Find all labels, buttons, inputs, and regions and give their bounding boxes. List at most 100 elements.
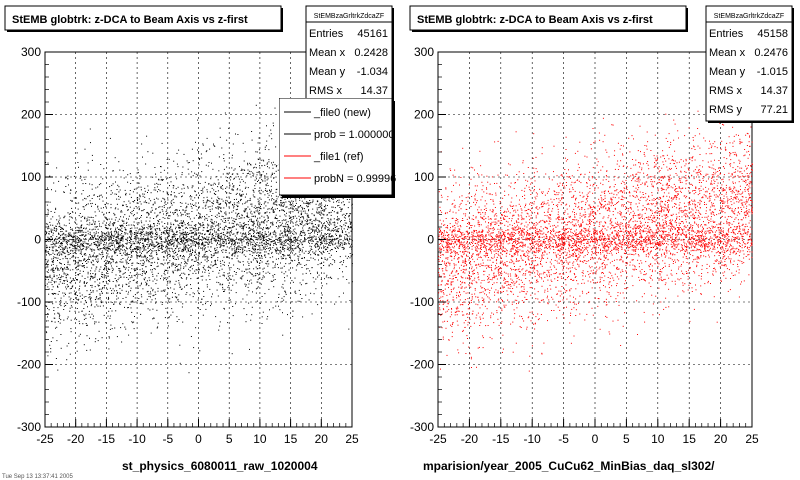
data-point [163, 279, 164, 281]
data-point [203, 248, 205, 250]
data-point [258, 200, 260, 202]
data-point [314, 259, 316, 261]
data-point [123, 245, 125, 247]
data-point [79, 281, 81, 283]
data-point [320, 234, 322, 236]
data-point [278, 225, 280, 227]
data-point [180, 267, 182, 269]
data-point [183, 239, 185, 241]
data-point [192, 236, 194, 238]
data-point [61, 242, 63, 244]
data-point [225, 243, 227, 245]
data-point [258, 274, 260, 276]
data-point [295, 222, 297, 224]
data-point [195, 224, 197, 226]
data-point [349, 215, 350, 217]
data-point [206, 191, 208, 193]
data-point [292, 200, 294, 202]
data-point [91, 205, 92, 207]
data-point [70, 297, 72, 299]
data-point [227, 256, 229, 258]
data-point [319, 221, 321, 223]
data-point [277, 263, 278, 265]
data-point [177, 253, 178, 255]
data-point [141, 242, 143, 244]
data-point [55, 229, 57, 231]
data-point [99, 282, 101, 284]
data-point [274, 216, 276, 218]
data-point [204, 215, 205, 217]
data-point [275, 258, 277, 260]
data-point [84, 216, 86, 218]
data-point [194, 204, 196, 206]
data-point [237, 213, 239, 214]
data-point [80, 175, 81, 177]
data-point [337, 242, 339, 244]
data-point [299, 223, 301, 225]
data-point [264, 237, 266, 239]
data-point [149, 233, 151, 235]
data-point [288, 240, 290, 241]
data-point [52, 337, 54, 339]
data-point [298, 236, 300, 238]
data-point [294, 248, 296, 250]
data-point [124, 214, 126, 216]
data-point [197, 238, 199, 240]
data-point [214, 215, 216, 217]
data-point [177, 239, 178, 241]
data-point [107, 203, 109, 205]
data-point [308, 299, 310, 301]
data-point [327, 218, 329, 219]
data-point [220, 245, 222, 247]
data-point [165, 245, 167, 247]
data-point [333, 198, 335, 200]
data-point [69, 288, 71, 290]
data-point [180, 237, 182, 239]
data-point [351, 203, 353, 205]
data-point [97, 248, 99, 250]
data-point [126, 263, 128, 265]
data-point [188, 216, 190, 218]
data-point [244, 236, 246, 238]
data-point [280, 230, 282, 232]
data-point [133, 238, 135, 240]
data-point [240, 249, 242, 250]
data-point [312, 240, 314, 242]
data-point [183, 266, 185, 268]
data-point [118, 195, 120, 197]
data-point [140, 235, 142, 237]
data-point [351, 240, 353, 242]
data-point [154, 187, 156, 189]
data-point [182, 236, 184, 238]
data-point [87, 233, 89, 235]
data-point [323, 272, 325, 274]
data-point [220, 210, 222, 212]
data-point [106, 256, 108, 258]
data-point [325, 208, 327, 210]
data-point [212, 270, 214, 272]
data-point [245, 209, 247, 211]
data-point [317, 264, 319, 266]
data-point [199, 213, 201, 215]
data-point [105, 276, 107, 278]
data-point [331, 249, 333, 251]
data-point [79, 229, 81, 231]
data-point [58, 252, 59, 254]
data-point [258, 171, 260, 173]
data-point [286, 235, 288, 237]
data-point [169, 280, 171, 282]
data-point [205, 238, 207, 240]
data-point [91, 159, 93, 161]
data-point [195, 244, 197, 246]
data-point [88, 297, 90, 299]
data-point [330, 223, 332, 225]
data-point [78, 288, 80, 290]
data-point [78, 261, 79, 263]
data-point [77, 257, 79, 259]
data-point [301, 206, 303, 208]
data-point [272, 164, 274, 166]
data-point [351, 207, 353, 209]
data-point [268, 159, 270, 161]
data-point [159, 237, 161, 238]
data-point [197, 262, 199, 263]
